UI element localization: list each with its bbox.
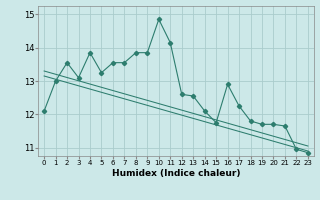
X-axis label: Humidex (Indice chaleur): Humidex (Indice chaleur) [112,169,240,178]
